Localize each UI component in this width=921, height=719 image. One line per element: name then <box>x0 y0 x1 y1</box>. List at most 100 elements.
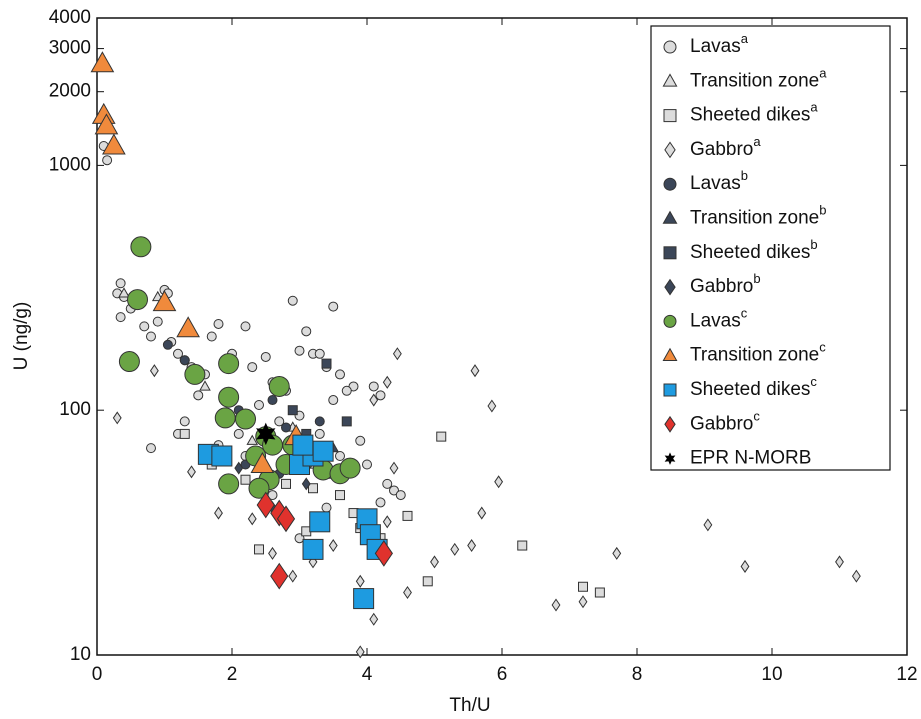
point <box>375 390 386 401</box>
legend-name: Gabbro <box>690 276 753 297</box>
point <box>382 375 392 389</box>
legend-superscript: c <box>753 409 760 424</box>
point <box>214 407 236 429</box>
legend-name: Sheeted dikes <box>690 379 810 400</box>
point <box>118 287 130 298</box>
point <box>162 339 173 350</box>
point <box>470 364 480 378</box>
point <box>301 477 311 491</box>
point <box>274 416 285 427</box>
legend-superscript: b <box>741 169 748 184</box>
point <box>248 477 270 499</box>
point <box>664 278 676 296</box>
legend-name: Lavas <box>690 173 741 194</box>
point <box>218 473 240 495</box>
point <box>254 400 264 411</box>
point <box>173 348 183 359</box>
legend-superscript: b <box>810 237 817 252</box>
legend-superscript: a <box>810 100 818 115</box>
point <box>179 355 190 366</box>
point <box>270 562 289 590</box>
point <box>288 569 298 583</box>
x-tick-label: 0 <box>92 664 103 685</box>
point <box>118 351 140 373</box>
point <box>206 331 217 342</box>
point <box>94 113 119 135</box>
point <box>176 316 200 338</box>
point <box>139 321 150 332</box>
legend-superscript: a <box>819 66 827 81</box>
legend-label: Sheeted dikesb <box>690 237 818 263</box>
point <box>184 363 206 385</box>
point <box>422 576 433 587</box>
point <box>256 491 275 519</box>
point <box>594 587 605 598</box>
legend-name: Sheeted dikes <box>690 242 810 263</box>
legend-label: Sheeted dikesc <box>690 374 817 400</box>
legend-superscript: a <box>753 134 761 149</box>
point <box>402 510 413 521</box>
legend-name: Gabbro <box>690 139 753 160</box>
point <box>218 353 240 375</box>
point <box>179 428 190 439</box>
legend-superscript: b <box>819 203 826 218</box>
point <box>235 408 256 430</box>
point <box>436 431 447 442</box>
y-tick-label: 1000 <box>49 154 91 175</box>
point <box>450 542 460 556</box>
legend-label: Transition zonea <box>690 66 827 92</box>
legend-label: Gabbrob <box>690 272 761 298</box>
y-axis-label: U (ng/g) <box>11 302 32 371</box>
legend-superscript: a <box>741 31 749 46</box>
point <box>256 422 276 446</box>
legend-label: Transition zoneb <box>690 203 826 229</box>
point <box>664 415 676 433</box>
point <box>612 546 622 560</box>
point <box>308 483 318 494</box>
point <box>578 581 588 592</box>
point <box>335 490 345 501</box>
point <box>353 588 375 610</box>
point <box>130 236 152 258</box>
point <box>663 383 677 397</box>
point <box>663 246 677 260</box>
point <box>335 450 345 461</box>
point <box>112 411 122 425</box>
point <box>146 443 156 454</box>
point <box>314 416 325 427</box>
legend-superscript: b <box>753 272 760 287</box>
point <box>341 416 352 427</box>
point <box>287 295 298 306</box>
point <box>246 434 259 445</box>
legend-label: Lavasb <box>690 169 748 195</box>
legend-name: Gabbro <box>690 413 753 434</box>
point <box>335 369 345 380</box>
point <box>663 109 677 123</box>
point <box>662 347 678 361</box>
legend-superscript: c <box>741 306 748 321</box>
point <box>328 539 338 553</box>
point <box>146 331 156 342</box>
y-tick-label: 3000 <box>49 38 91 59</box>
point <box>494 475 504 489</box>
point <box>234 461 244 475</box>
point <box>662 210 678 224</box>
point <box>314 428 325 439</box>
point <box>664 452 676 465</box>
point <box>368 381 379 392</box>
point <box>187 465 196 479</box>
legend-label: Lavasa <box>690 31 749 57</box>
point <box>281 422 291 433</box>
legend-name: EPR N-MORB <box>690 448 811 469</box>
point <box>152 316 163 327</box>
y-tick-label: 100 <box>59 399 91 420</box>
point <box>389 461 399 475</box>
point <box>321 358 332 369</box>
point <box>477 506 487 520</box>
point <box>309 511 331 533</box>
plot-area <box>90 51 861 659</box>
legend-name: Transition zone <box>690 70 819 91</box>
point <box>403 585 412 600</box>
x-tick-label: 8 <box>632 664 643 685</box>
